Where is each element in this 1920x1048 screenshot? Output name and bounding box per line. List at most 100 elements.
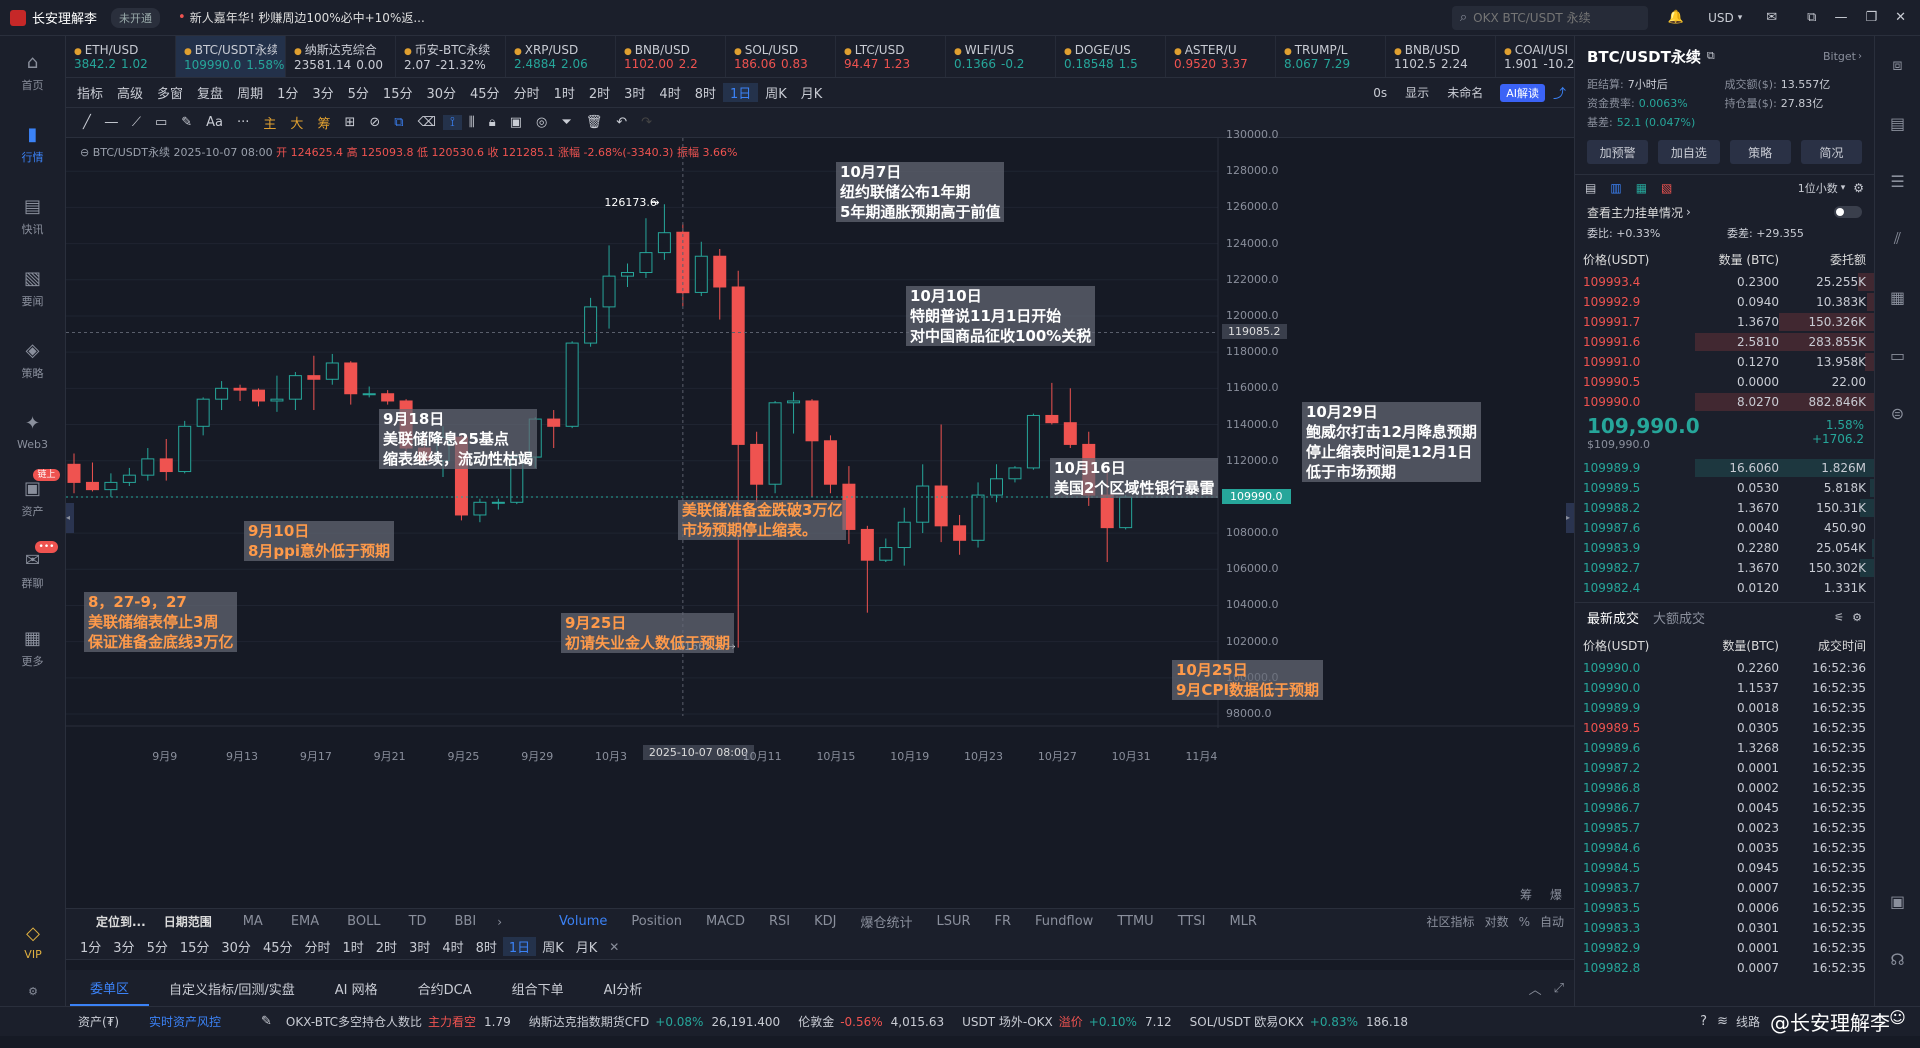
headset-icon[interactable]: ☊ xyxy=(1890,949,1905,969)
eraser-icon[interactable]: ⌫ xyxy=(417,115,436,130)
rect-icon[interactable]: ▭ xyxy=(154,115,168,130)
ticker-item[interactable]: ● SOL/USD 186.06 0.83 xyxy=(726,36,836,77)
sub-indicator-7[interactable]: FR xyxy=(994,914,1012,929)
indicator-ema[interactable]: EMA xyxy=(290,914,320,929)
news-annotation[interactable]: 9月10日 8月ppi意外低于预期 xyxy=(244,521,395,561)
close-icon[interactable]: ✕ xyxy=(609,939,620,954)
tf2-2[interactable]: 5分 xyxy=(146,941,168,956)
sub-indicator-6[interactable]: LSUR xyxy=(936,914,971,929)
quote-icon[interactable]: ⧈ xyxy=(1892,55,1903,74)
toolbar-right-3[interactable]: AI解读 xyxy=(1500,83,1545,102)
status-item[interactable]: OKX-BTC多空持仓人数比 主力看空 1.79 xyxy=(286,1013,511,1030)
sub-indicator-5[interactable]: 爆仓统计 xyxy=(860,916,913,931)
trend-line-icon[interactable]: ╱ xyxy=(83,115,91,130)
close-icon[interactable]: ✕ xyxy=(1895,10,1906,25)
ticker-item[interactable]: ● 纳斯达克综合 23581.14 0.00 xyxy=(286,36,396,77)
filter-icon[interactable]: ⏷ xyxy=(561,115,572,130)
ticker-item[interactable]: ● LTC/USD 94.47 1.23 xyxy=(836,36,946,77)
tf2-1[interactable]: 3分 xyxy=(113,941,135,956)
nav-item-2[interactable]: ▤ 快讯 xyxy=(0,180,65,252)
ticker-item[interactable]: ● DOGE/US 0.18548 1.5 xyxy=(1056,36,1166,77)
expand-icon[interactable]: ⤢ xyxy=(1553,980,1564,996)
toolbar-item-12[interactable]: 1时 xyxy=(553,87,575,102)
edit-icon[interactable]: ✎ xyxy=(261,1014,272,1029)
watchlist-icon[interactable]: ☰ xyxy=(1890,171,1905,191)
ticker-item[interactable]: ● 币安-BTC永续 2.07 -21.32% xyxy=(396,36,506,77)
news-annotation[interactable]: 10月25日 9月CPI数据低于预期 xyxy=(1172,660,1324,700)
settings-icon[interactable]: ⚙ xyxy=(1853,180,1864,195)
minimize-icon[interactable]: — xyxy=(1834,10,1848,25)
sub-indicator-1[interactable]: Position xyxy=(631,914,682,929)
axis-label-icon[interactable]: 筹 xyxy=(1520,888,1533,902)
toolbar-item-5[interactable]: 1分 xyxy=(277,87,299,102)
ob-asks-icon[interactable]: ▥ xyxy=(1610,180,1622,195)
scroll-left-icon[interactable]: ◂ xyxy=(66,503,74,533)
depth-link[interactable]: 查看主力挂单情况 xyxy=(1587,205,1684,220)
toolbar-item-13[interactable]: 2时 xyxy=(588,87,611,102)
ticker-item[interactable]: ● BNB/USD 1102.00 2.2 xyxy=(616,36,726,77)
ind-right-3[interactable]: 自动 xyxy=(1539,915,1564,929)
sub-indicator-4[interactable]: KDJ xyxy=(814,914,837,929)
bot-icon[interactable]: ☺ xyxy=(1889,1007,1906,1027)
chevron-right-icon[interactable]: › xyxy=(497,914,502,929)
alert-icon[interactable]: ⊜ xyxy=(1890,403,1905,423)
trash-icon[interactable]: 🗑︎ xyxy=(585,115,603,130)
ticker-item[interactable]: ● ASTER/U 0.9520 3.37 xyxy=(1166,36,1276,77)
orderbook-row[interactable]: 109991.6 2.5810 283.855K xyxy=(1575,332,1874,352)
screen-icon[interactable]: ▭ xyxy=(1889,345,1906,365)
tf2-7[interactable]: 1时 xyxy=(342,941,364,956)
text-icon[interactable]: Aa xyxy=(206,115,223,130)
tf2-12[interactable]: 1日 xyxy=(502,937,537,956)
big-order-tool[interactable]: 大 xyxy=(290,117,304,132)
calendar-icon[interactable]: ▦ xyxy=(1889,287,1906,307)
ticker-item[interactable]: ● COAI/USI 1.901 -10.2 xyxy=(1496,36,1574,77)
template-icon[interactable]: ▣ xyxy=(509,115,522,130)
indicator-ma[interactable]: MA xyxy=(242,914,263,929)
status-item[interactable]: USDT 场外-OKX 溢价 +0.10% 7.12 xyxy=(962,1013,1172,1030)
orderbook-row[interactable]: 109993.4 0.2300 25.255K xyxy=(1575,272,1874,292)
measure-icon[interactable]: ⊞ xyxy=(344,115,356,130)
bottom-tab-0[interactable]: 委单区 xyxy=(70,970,150,1006)
news-annotation[interactable]: 9月18日 美联储降息25基点 缩表继续，流动性枯竭 xyxy=(379,409,538,469)
toolbar-item-19[interactable]: 月K xyxy=(800,87,823,102)
toolbar-item-4[interactable]: 周期 xyxy=(237,87,264,102)
hide-icon[interactable]: ◎ xyxy=(536,115,548,130)
price-chart[interactable]: ⊖ BTC/USDT永续 2025-10-07 08:00 开 124625.4… xyxy=(66,128,1574,908)
copy-icon[interactable]: ⧉ xyxy=(394,115,404,130)
bottom-tab-5[interactable]: AI分析 xyxy=(603,982,643,998)
help-icon[interactable]: ? xyxy=(1700,1014,1708,1029)
locate-button[interactable]: 定位到... xyxy=(96,915,146,929)
risk-control-link[interactable]: 实时资产风控 xyxy=(149,1015,222,1029)
orderbook-row[interactable]: 109990.5 0.0000 22.00 xyxy=(1575,372,1874,392)
ind-right-2[interactable]: % xyxy=(1518,914,1530,929)
news-annotation[interactable]: 10月10日 特朗普说11月1日开始 对中国商品征收100%关税 xyxy=(906,286,1096,346)
ruler-icon[interactable]: ⊘ xyxy=(369,115,381,130)
toolbar-item-15[interactable]: 4时 xyxy=(659,87,681,102)
toolbar-item-0[interactable]: 指标 xyxy=(77,87,104,102)
ind-right-1[interactable]: 对数 xyxy=(1484,915,1509,929)
date-range-button[interactable]: 日期范围 xyxy=(163,915,212,929)
collapse-icon[interactable]: ︿ xyxy=(1528,982,1542,998)
tf2-10[interactable]: 4时 xyxy=(442,941,464,956)
nav-item-4[interactable]: ◈ 策略 xyxy=(0,324,65,396)
toolbar-right-2[interactable]: 未命名 xyxy=(1447,86,1484,100)
toolbar-item-3[interactable]: 复盘 xyxy=(197,87,224,102)
tf2-14[interactable]: 月K xyxy=(575,941,598,956)
status-item[interactable]: 伦敦金 -0.56% 4,015.63 xyxy=(798,1013,944,1030)
tf2-3[interactable]: 15分 xyxy=(179,941,210,956)
symbol-action-button[interactable]: 简况 xyxy=(1800,140,1862,164)
asset-label[interactable]: 资产(₮) xyxy=(78,1015,119,1029)
tab-latest-trades[interactable]: 最新成交 xyxy=(1587,612,1640,627)
ticker-item[interactable]: ● BNB/USD 1102.5 2.24 xyxy=(1386,36,1496,77)
toolbar-item-7[interactable]: 5分 xyxy=(347,87,369,102)
news-annotation[interactable]: 9月25日 初请失业金人数低于预期 xyxy=(561,613,735,653)
ticker-item[interactable]: ● ETH/USD 3842.2 1.02 xyxy=(66,36,176,77)
news-annotation[interactable]: 10月7日 纽约联储公布1年期 5年期通胀预期高于前值 xyxy=(836,162,1005,222)
sub-indicator-9[interactable]: TTMU xyxy=(1117,914,1154,929)
ticker-item[interactable]: ● BTC/USDT永续 109990.0 1.58% xyxy=(176,36,286,77)
decimals-select[interactable]: 1位小数 xyxy=(1797,181,1838,195)
ticker-item[interactable]: ● XRP/USD 2.4884 2.06 xyxy=(506,36,616,77)
nav-item-1[interactable]: ▮ 行情 xyxy=(0,108,65,180)
magnet-icon[interactable]: ⟟ xyxy=(442,115,462,130)
notes-icon[interactable]: ▤ xyxy=(1889,113,1906,133)
